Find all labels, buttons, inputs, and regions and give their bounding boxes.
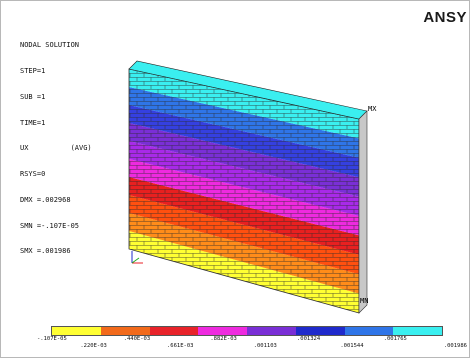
min-marker: MN — [360, 297, 368, 305]
legend-swatch — [198, 327, 247, 335]
legend-label: .001103 — [253, 343, 277, 349]
solution-info-panel: NODAL SOLUTION STEP=1 SUB =1 TIME=1 UX (… — [20, 24, 92, 273]
info-sub: SUB =1 — [20, 92, 46, 101]
legend-label: .440E-03 — [123, 336, 151, 342]
legend-label: .001324 — [297, 336, 321, 342]
info-dmx: DMX =.002968 — [20, 195, 71, 204]
legend-swatch — [393, 327, 442, 335]
info-step: STEP=1 — [20, 66, 46, 75]
legend-swatch — [52, 327, 101, 335]
info-rsys: RSYS=0 — [20, 170, 46, 179]
contour-legend-bar — [51, 326, 443, 336]
legend-label: .661E-03 — [167, 343, 194, 349]
info-component: UX (AVG) — [20, 144, 92, 153]
info-smx: SMX =.001986 — [20, 247, 71, 256]
legend-label: .001544 — [340, 343, 364, 349]
legend-label: .220E-03 — [80, 343, 107, 349]
wall-side-face — [358, 110, 368, 314]
max-marker: MX — [368, 105, 377, 113]
legend-swatch — [149, 327, 199, 335]
info-time: TIME=1 — [20, 118, 46, 127]
legend-swatch — [344, 327, 394, 335]
info-title: NODAL SOLUTION — [20, 41, 80, 50]
axis-triad — [131, 251, 143, 264]
legend-swatch — [247, 327, 296, 335]
legend-label: -.107E-05 — [37, 336, 67, 342]
legend-swatch — [100, 327, 150, 335]
legend-label: .882E-03 — [210, 336, 237, 342]
legend-label: .001986 — [443, 343, 467, 349]
ansys-logo: ANSY — [423, 9, 467, 26]
ansys-logo-text: ANSY — [423, 9, 467, 26]
info-smn: SMN =-.107E-05 — [20, 221, 80, 230]
brick-mesh-overlay — [129, 69, 359, 313]
legend-swatch — [295, 327, 345, 335]
legend-label: .001765 — [383, 336, 407, 342]
